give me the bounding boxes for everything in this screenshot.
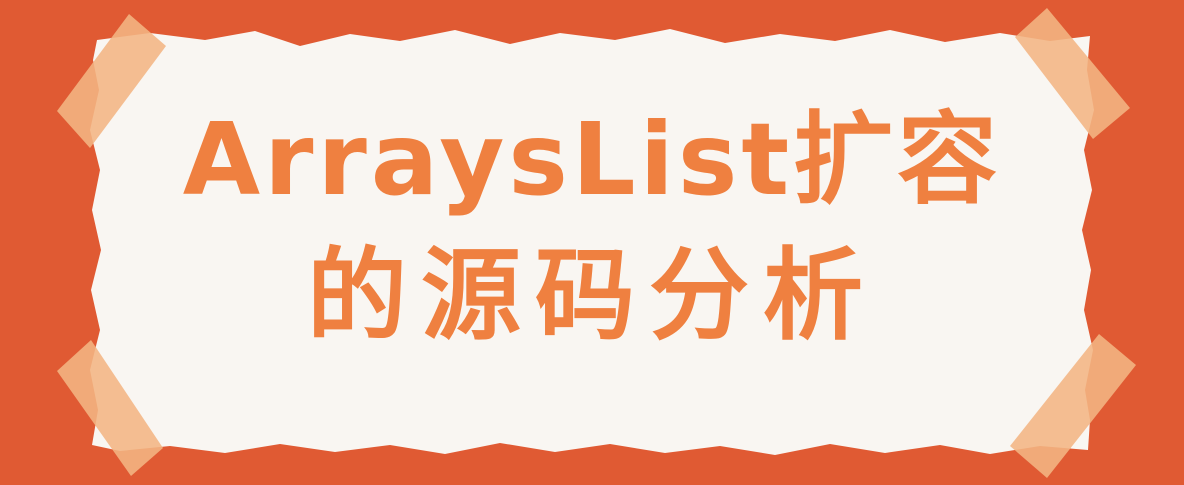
banner-title: ArraysList扩容 的源码分析 [110,78,1074,378]
title-line-2: 的源码分析 [307,237,877,354]
tape-top-right [1015,8,1130,139]
title-line-1: ArraysList扩容 [182,101,1002,218]
tape-bottom-right [1010,334,1136,478]
tape-bottom-left [57,340,163,476]
tape-top-left [57,14,166,148]
